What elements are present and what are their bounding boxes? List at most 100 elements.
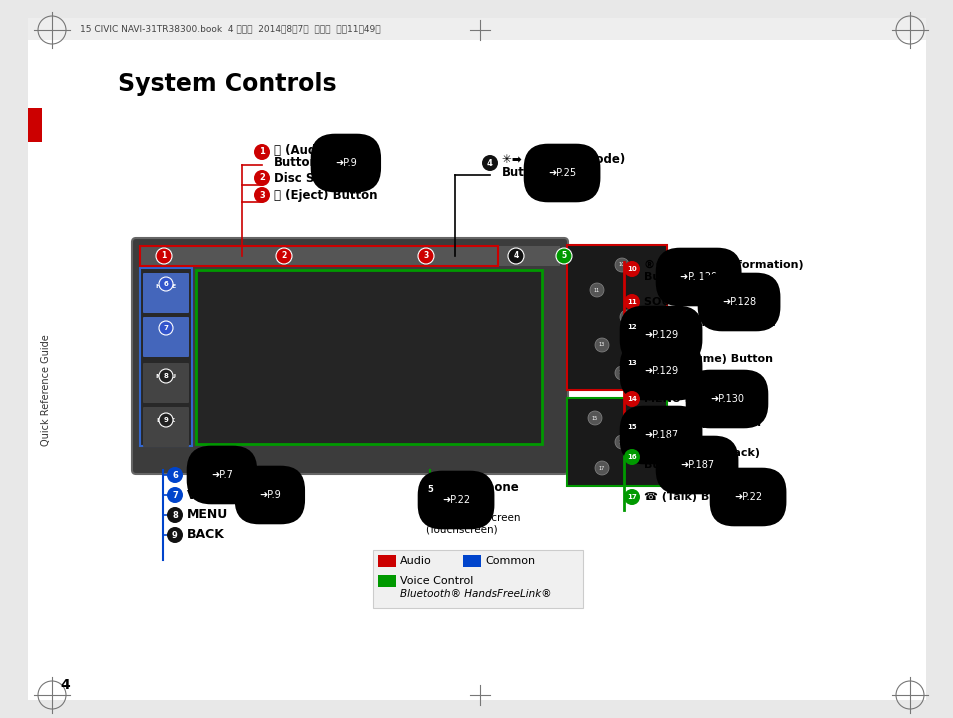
Text: 14: 14: [626, 396, 637, 402]
Text: ⏶ (Eject) Button: ⏶ (Eject) Button: [274, 189, 377, 202]
Bar: [28, 108, 42, 142]
Text: Microphone: Microphone: [441, 480, 519, 493]
Text: 10: 10: [618, 263, 624, 268]
Text: 12: 12: [626, 324, 637, 330]
Bar: [462, 555, 480, 567]
Bar: [195, 270, 541, 444]
Text: SOURCE Button: SOURCE Button: [643, 297, 740, 307]
Circle shape: [623, 449, 639, 465]
Text: 1: 1: [259, 147, 265, 157]
Bar: [566, 398, 666, 486]
Text: MENU: MENU: [187, 508, 228, 521]
Text: Button: Button: [274, 157, 318, 169]
Circle shape: [159, 369, 172, 383]
Circle shape: [159, 277, 172, 291]
Circle shape: [623, 319, 639, 335]
Text: 8: 8: [172, 510, 177, 520]
FancyBboxPatch shape: [143, 273, 189, 313]
FancyBboxPatch shape: [143, 363, 189, 403]
Circle shape: [623, 355, 639, 371]
Circle shape: [421, 482, 437, 498]
Circle shape: [167, 487, 183, 503]
Circle shape: [507, 248, 523, 264]
Circle shape: [156, 248, 172, 264]
Text: ☏ (Hang-Up/Back): ☏ (Hang-Up/Back): [643, 448, 760, 458]
Text: 7: 7: [172, 490, 177, 500]
Circle shape: [623, 294, 639, 310]
Text: ➜P.9: ➜P.9: [258, 490, 280, 500]
Text: ➜P.187: ➜P.187: [643, 430, 678, 440]
Text: 9: 9: [172, 531, 177, 539]
Text: 4: 4: [60, 678, 70, 692]
Bar: [140, 246, 497, 266]
Text: ➜P.22: ➜P.22: [441, 495, 470, 505]
Text: 11: 11: [626, 299, 637, 305]
Text: 15: 15: [591, 416, 598, 421]
Text: Button: Button: [643, 460, 685, 470]
Text: ➜P.25: ➜P.25: [547, 168, 576, 178]
Text: 11: 11: [594, 287, 599, 292]
Text: ➜P. 129: ➜P. 129: [679, 272, 717, 282]
FancyBboxPatch shape: [132, 238, 567, 474]
Text: (Touchscreen): (Touchscreen): [424, 525, 497, 535]
Text: System Controls: System Controls: [118, 72, 336, 96]
Text: 4: 4: [513, 251, 518, 261]
Bar: [377, 555, 395, 567]
Circle shape: [481, 155, 497, 171]
Text: HOME: HOME: [187, 469, 229, 482]
Circle shape: [159, 413, 172, 427]
Text: Common: Common: [484, 556, 535, 566]
Circle shape: [595, 338, 608, 352]
Text: ➜P.7: ➜P.7: [211, 470, 233, 480]
Text: 17: 17: [626, 494, 637, 500]
Circle shape: [275, 248, 292, 264]
Text: 16: 16: [626, 454, 637, 460]
Text: + − (Volume) Button: + − (Volume) Button: [643, 354, 772, 364]
Text: 6: 6: [172, 470, 178, 480]
Text: ⏻ (Audio Power): ⏻ (Audio Power): [274, 144, 378, 157]
Circle shape: [623, 419, 639, 435]
FancyBboxPatch shape: [143, 317, 189, 357]
Text: VOL: VOL: [159, 329, 172, 333]
Text: 17: 17: [598, 465, 604, 470]
Text: ✆ (Pick-Up) Button: ✆ (Pick-Up) Button: [643, 418, 760, 428]
Text: 7: 7: [163, 325, 169, 331]
Text: 2: 2: [281, 251, 286, 261]
Circle shape: [253, 170, 270, 186]
Circle shape: [623, 489, 639, 505]
Text: MENU: MENU: [155, 375, 176, 380]
Text: Quick Reference Guide: Quick Reference Guide: [41, 334, 51, 446]
Circle shape: [167, 467, 183, 483]
Text: Audio: Audio: [399, 556, 432, 566]
Circle shape: [253, 187, 270, 203]
Text: 1: 1: [161, 251, 167, 261]
Text: 4: 4: [487, 159, 493, 167]
Text: 15 CIVIC NAVI-31TR38300.book  4 ページ  2014年8有7日  木曜日  午前11時49分: 15 CIVIC NAVI-31TR38300.book 4 ページ 2014年…: [80, 24, 380, 34]
Text: 15: 15: [626, 424, 637, 430]
Circle shape: [589, 283, 603, 297]
Text: 6: 6: [164, 281, 168, 287]
Text: 8: 8: [163, 373, 169, 379]
Text: 5: 5: [561, 251, 566, 261]
Circle shape: [587, 411, 601, 425]
Bar: [377, 575, 395, 587]
Text: 12: 12: [623, 314, 630, 320]
Text: ◄ ► (Channel) Button: ◄ ► (Channel) Button: [643, 318, 775, 328]
Circle shape: [556, 248, 572, 264]
Text: 5: 5: [427, 485, 433, 495]
Text: ➜P.128: ➜P.128: [721, 297, 756, 307]
Text: 2: 2: [259, 174, 265, 182]
Circle shape: [417, 248, 434, 264]
Circle shape: [623, 261, 639, 277]
Text: ☎ (Talk) Button: ☎ (Talk) Button: [643, 492, 742, 502]
Text: ➜P.130: ➜P.130: [709, 394, 743, 404]
Text: 10: 10: [626, 266, 637, 272]
Text: ➜P.129: ➜P.129: [643, 366, 678, 376]
Circle shape: [615, 258, 628, 272]
Text: 9: 9: [163, 417, 169, 423]
Bar: [140, 268, 192, 446]
Circle shape: [615, 435, 628, 449]
Text: ✳➡ (Display Mode): ✳➡ (Display Mode): [501, 154, 624, 167]
Circle shape: [595, 461, 608, 475]
Text: ➜P.9: ➜P.9: [335, 158, 356, 168]
